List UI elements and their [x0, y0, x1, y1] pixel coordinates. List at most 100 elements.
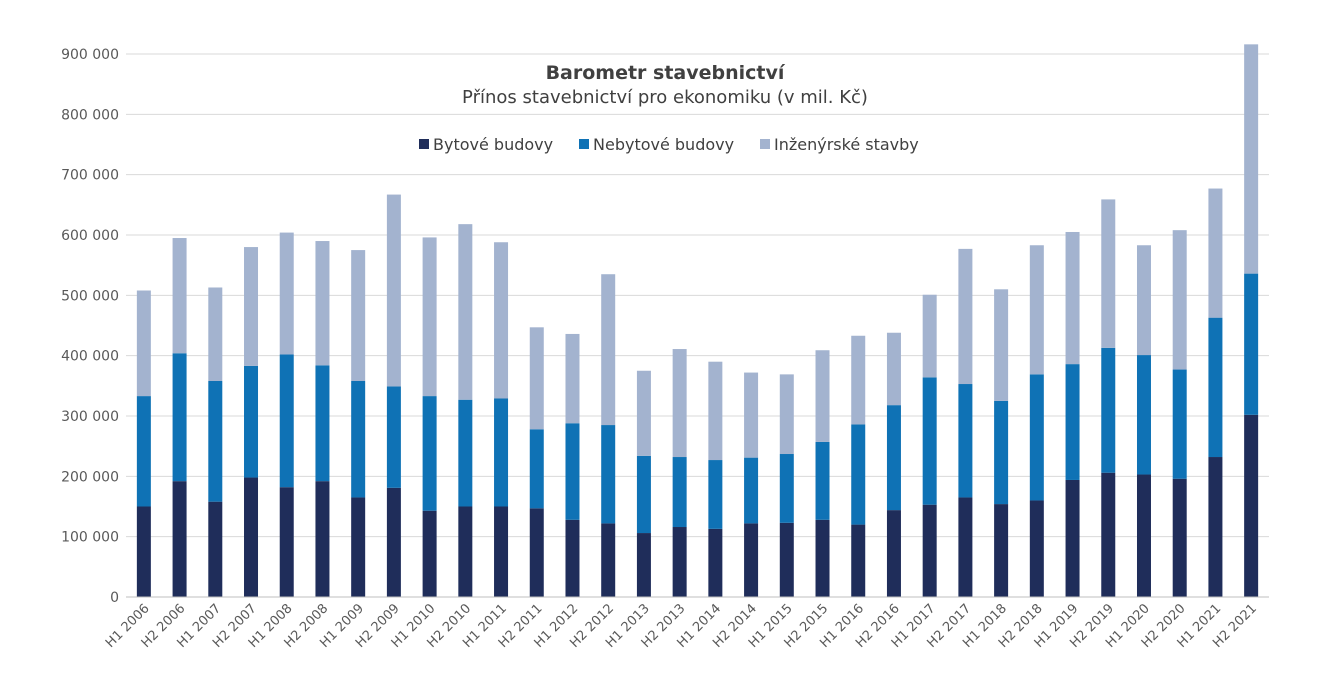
bar-segment-1 — [601, 523, 616, 597]
bar-segment-3 — [744, 372, 759, 458]
legend-label-inzenyrske: Inženýrské stavby — [774, 135, 919, 154]
bar-segment-1 — [1244, 414, 1259, 597]
bar-segment-1 — [708, 528, 723, 597]
bar-segment-2 — [172, 353, 187, 482]
bar-segment-1 — [851, 524, 866, 597]
bar-segment-1 — [351, 497, 366, 597]
legend-swatch-nebytove — [579, 139, 589, 149]
bar-segment-1 — [458, 506, 473, 597]
bar-segment-1 — [779, 522, 794, 597]
bar-segment-3 — [529, 327, 544, 430]
bar-segment-2 — [958, 384, 973, 498]
bar-segment-1 — [172, 481, 187, 597]
bar-segment-1 — [1172, 478, 1187, 597]
y-tick-label: 500 000 — [61, 288, 119, 304]
bar-segment-1 — [244, 477, 259, 597]
bar-segment-1 — [922, 504, 937, 597]
bar-segment-3 — [386, 194, 401, 387]
bar-segment-1 — [636, 533, 651, 597]
bar-segment-3 — [1065, 231, 1080, 365]
bar-segment-3 — [636, 370, 651, 456]
bar-segment-3 — [779, 374, 794, 455]
bar-segment-3 — [208, 287, 223, 382]
bar-segment-1 — [565, 519, 580, 597]
bar-segment-1 — [1136, 474, 1151, 597]
bar-segment-2 — [244, 365, 259, 478]
bar-segment-3 — [815, 350, 830, 442]
y-tick-label: 900 000 — [61, 47, 119, 63]
bar-segment-3 — [244, 247, 259, 366]
bar-segment-3 — [279, 232, 294, 355]
bar-segment-2 — [279, 354, 294, 488]
bar-segment-1 — [815, 519, 830, 597]
bar-segment-1 — [1208, 457, 1223, 597]
bar-segment-2 — [386, 386, 401, 488]
bar-segment-2 — [529, 429, 544, 509]
bar-segment-2 — [744, 457, 759, 524]
gridlines — [126, 53, 1269, 538]
bar-segment-3 — [1244, 44, 1259, 274]
bar-segment-2 — [1101, 347, 1116, 473]
y-tick-label: 800 000 — [61, 107, 119, 123]
bar-segment-2 — [458, 399, 473, 507]
chart-subtitle: Přínos stavebnictví pro ekonomiku (v mil… — [462, 87, 868, 108]
bar-segment-2 — [565, 423, 580, 520]
bar-segment-3 — [1101, 199, 1116, 348]
bar-segment-3 — [494, 242, 509, 399]
bar-segment-3 — [1172, 230, 1187, 370]
bar-segment-3 — [1029, 245, 1044, 375]
bar-segment-2 — [1065, 364, 1080, 480]
bar-segment-2 — [1208, 317, 1223, 458]
bar-segment-2 — [672, 457, 687, 528]
bar-segment-1 — [1029, 500, 1044, 597]
legend-swatch-inzenyrske — [760, 139, 770, 149]
bar-segment-2 — [208, 381, 223, 502]
bar-segment-3 — [672, 349, 687, 458]
bar-segment-3 — [994, 289, 1009, 401]
bar-segment-3 — [1136, 245, 1151, 356]
bar-segment-2 — [1136, 355, 1151, 475]
bar-segment-1 — [494, 506, 509, 597]
legend: Bytové budovy Nebytové budovy Inženýrské… — [419, 135, 919, 154]
bar-segment-2 — [422, 396, 437, 511]
bar-segment-3 — [351, 250, 366, 382]
legend-label-bytove: Bytové budovy — [433, 135, 553, 154]
bar-segment-3 — [315, 241, 330, 366]
bar-segment-2 — [351, 381, 366, 498]
bar-segment-2 — [1172, 369, 1187, 479]
y-tick-label: 300 000 — [61, 409, 119, 425]
bar-segment-3 — [422, 237, 437, 397]
bar-segment-1 — [136, 506, 151, 597]
bar-segment-3 — [922, 294, 937, 378]
bar-segment-2 — [708, 460, 723, 529]
bars — [136, 44, 1259, 597]
bar-segment-2 — [136, 396, 151, 507]
bar-segment-2 — [922, 377, 937, 505]
bar-segment-1 — [315, 481, 330, 597]
bar-segment-2 — [886, 405, 901, 511]
chart-title: Barometr stavebnictví — [546, 62, 786, 84]
bar-segment-2 — [994, 400, 1009, 505]
legend-label-nebytove: Nebytové budovy — [593, 135, 734, 154]
bar-segment-3 — [708, 361, 723, 461]
bar-segment-1 — [279, 487, 294, 597]
bar-segment-3 — [601, 274, 616, 426]
y-tick-label: 400 000 — [61, 349, 119, 365]
bar-segment-1 — [886, 510, 901, 597]
bar-segment-1 — [208, 501, 223, 597]
bar-segment-2 — [815, 441, 830, 520]
y-tick-label: 700 000 — [61, 168, 119, 184]
bar-segment-3 — [172, 238, 187, 354]
bar-segment-1 — [1065, 479, 1080, 597]
bar-segment-3 — [886, 332, 901, 406]
y-tick-label: 100 000 — [61, 530, 119, 546]
legend-swatch-bytove — [419, 139, 429, 149]
bar-segment-1 — [422, 510, 437, 597]
bar-segment-3 — [136, 290, 151, 397]
y-axis-ticks: 0 100 000 200 000 300 000 400 000 500 000 600 … — [61, 47, 119, 606]
bar-segment-2 — [851, 424, 866, 525]
bar-segment-2 — [1029, 374, 1044, 501]
bar-segment-3 — [851, 335, 866, 425]
